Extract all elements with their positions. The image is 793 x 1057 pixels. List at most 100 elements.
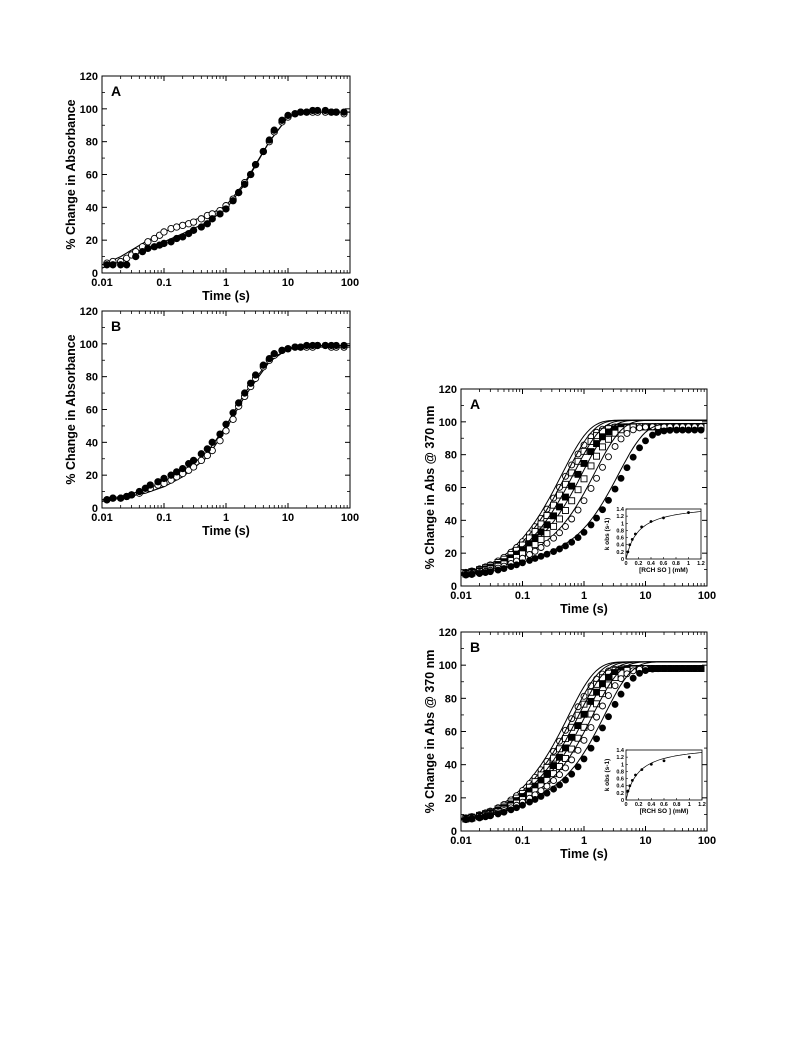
data-point [160, 474, 168, 483]
x-tick-label: 0.1 [515, 835, 530, 847]
data-point [654, 665, 662, 673]
data-point [556, 771, 563, 779]
data-point [476, 570, 483, 577]
data-point [332, 108, 340, 116]
data-point [500, 808, 508, 816]
fit-line [102, 111, 350, 269]
data-point [167, 471, 175, 479]
data-point [685, 426, 692, 434]
data-point [468, 571, 476, 578]
data-point [550, 548, 558, 556]
data-point [629, 674, 637, 682]
data-point [173, 234, 181, 243]
data-point [103, 261, 111, 269]
data-point [629, 426, 637, 434]
x-tick-label: 1 [581, 590, 587, 602]
data-point [259, 361, 267, 369]
data-point [599, 463, 606, 471]
inset-x-tick-label: 0.8 [672, 561, 680, 567]
inset-x-tick-label: 0.2 [635, 802, 643, 808]
data-point [222, 205, 230, 213]
data-point [141, 484, 149, 492]
data-point [574, 746, 582, 754]
inset-y-tick-label: 0.2 [616, 791, 624, 797]
data-point [543, 521, 551, 529]
inset-frame [625, 508, 702, 560]
inset-y-tick-label: 1 [621, 762, 624, 768]
data-point [568, 770, 576, 778]
data-point [556, 763, 563, 771]
inset-y-tick-label: 0.2 [616, 550, 624, 556]
data-point [691, 426, 699, 434]
data-point [462, 571, 470, 579]
y-tick-label: 0 [92, 503, 98, 515]
inset-x-tick-label: 0.8 [673, 802, 681, 808]
data-point [284, 345, 292, 353]
y-tick-label: 100 [80, 104, 98, 116]
inset-data-point [630, 537, 634, 541]
data-point [611, 443, 619, 450]
inset-chart: 0 0.2 0.4 0.6 0.8 1 1.200.20.40.60.811.21.4[RC… [604, 748, 706, 815]
inset-y-tick-label: 0.8 [616, 769, 624, 775]
data-point [617, 435, 625, 443]
data-point [537, 544, 545, 551]
y-tick-label: 100 [80, 339, 98, 351]
y-tick-label: 20 [86, 470, 98, 482]
data-point [117, 494, 125, 502]
data-point [531, 547, 539, 555]
data-point [556, 753, 563, 761]
data-point [313, 106, 322, 115]
data-point [203, 220, 211, 228]
data-point [580, 736, 588, 744]
data-point [229, 415, 237, 423]
data-point [160, 228, 168, 236]
panel-label: A [470, 396, 480, 412]
x-tick-label: 0.01 [91, 277, 112, 289]
data-point [556, 529, 563, 537]
data-point [513, 561, 520, 569]
data-point [185, 229, 193, 238]
data-point [679, 426, 686, 434]
data-point [476, 814, 483, 822]
data-point [297, 343, 305, 351]
data-point [313, 341, 322, 350]
data-point [543, 550, 551, 558]
y-tick-label: 40 [86, 202, 98, 214]
data-point [593, 735, 601, 743]
data-point [216, 210, 224, 218]
data-point [537, 535, 545, 543]
data-point [623, 464, 631, 472]
data-point [537, 520, 545, 528]
y-tick-label: 20 [445, 793, 457, 805]
data-point [543, 789, 551, 797]
panel-label: B [111, 318, 121, 334]
y-tick-label: 60 [445, 727, 457, 739]
inset-y-axis-label: k obs (s-1) [604, 518, 611, 551]
data-point [251, 160, 260, 169]
data-point [666, 665, 674, 672]
data-point [109, 494, 117, 502]
data-point [222, 420, 230, 428]
y-tick-label: 80 [86, 137, 98, 149]
data-point [623, 681, 631, 689]
x-tick-label: 0.01 [91, 512, 112, 524]
inset-data-point [662, 516, 665, 520]
y-tick-label: 100 [439, 417, 457, 429]
data-point [297, 108, 305, 116]
inset-x-tick-label: 0 [624, 802, 627, 808]
x-tick-label: 1 [581, 835, 587, 847]
data-point [303, 108, 311, 116]
data-point [278, 346, 286, 355]
y-axis-label: % Change in Absorbance [64, 99, 78, 249]
inset-x-tick-label: 0.6 [660, 561, 668, 567]
data-point [189, 456, 198, 465]
data-point [673, 426, 681, 434]
data-point [649, 431, 656, 439]
data-point [562, 764, 569, 772]
y-axis-label: % Change in Abs @ 370 nm [423, 650, 437, 814]
inset-data-point [626, 789, 630, 793]
y-tick-label: 40 [445, 760, 457, 772]
data-point [611, 682, 619, 690]
data-point [587, 744, 595, 752]
